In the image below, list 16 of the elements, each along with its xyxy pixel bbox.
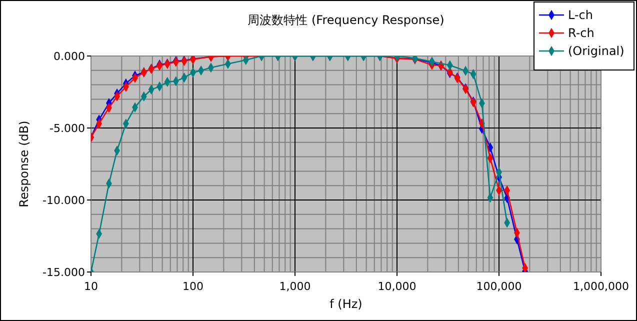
x-tick-label: 10 <box>84 280 98 293</box>
y-tick-label: -5.000 <box>50 122 85 135</box>
x-tick-label: 1,000,000 <box>573 280 629 293</box>
x-tick-label: 10,000 <box>378 280 416 293</box>
chart-title: 周波数特性 (Frequency Response) <box>248 13 444 27</box>
x-tick-label: 100,000 <box>476 280 522 293</box>
y-tick-label: -10.000 <box>42 194 85 207</box>
legend-label: R-ch <box>568 26 594 40</box>
y-axis-title: Response (dB) <box>17 120 31 208</box>
y-tick-label: -15.000 <box>42 266 85 279</box>
x-tick-label: 1,000 <box>279 280 311 293</box>
x-tick-label: 100 <box>182 280 204 293</box>
legend-label: (Original) <box>568 44 624 58</box>
y-tick-label: 0.000 <box>54 50 85 63</box>
x-axis-title: f (Hz) <box>330 297 362 311</box>
legend-label: L-ch <box>568 8 594 22</box>
